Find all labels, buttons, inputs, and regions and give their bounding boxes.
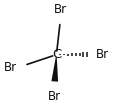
Text: Br: Br [3,61,17,74]
Text: Br: Br [54,3,67,16]
Text: C: C [52,48,61,61]
Polygon shape [51,57,58,82]
Text: Br: Br [48,90,61,103]
Text: Br: Br [96,48,109,61]
